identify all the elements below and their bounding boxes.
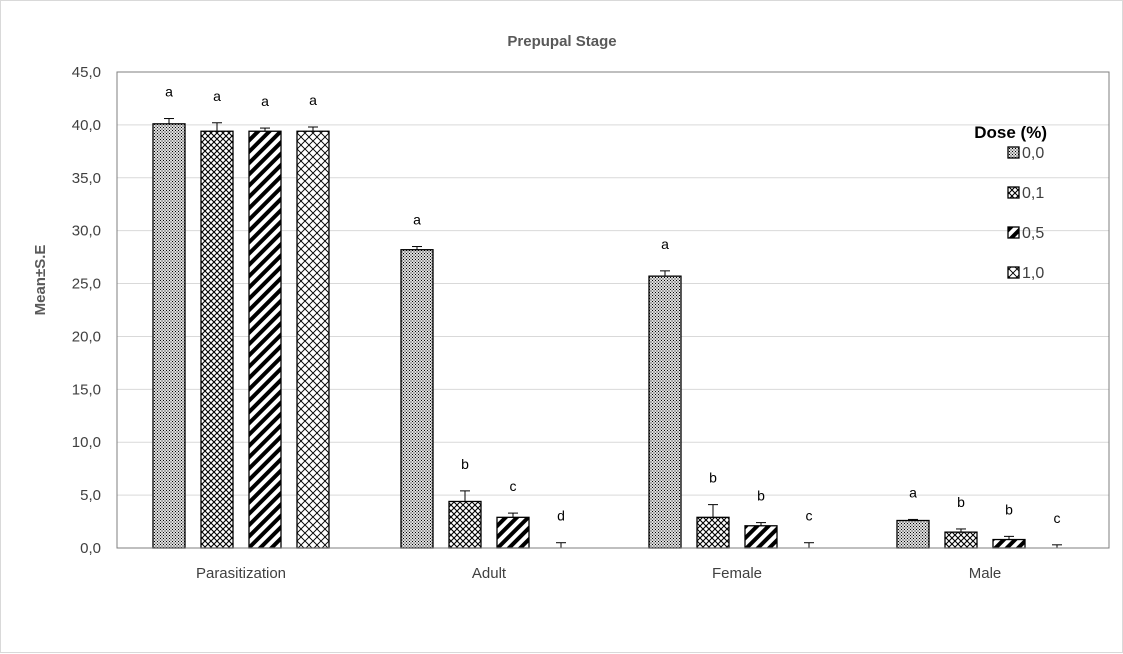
legend-swatch bbox=[1007, 146, 1020, 159]
y-axis-ticks: 0,0 5,0 10,0 15,0 20,0 25,0 30,0 35,0 40,0 45,0 bbox=[72, 64, 101, 557]
bar bbox=[400, 249, 434, 549]
significance-letter: b bbox=[461, 456, 469, 472]
significance-letter: c bbox=[1054, 510, 1061, 526]
bar bbox=[496, 516, 530, 549]
bar bbox=[448, 500, 482, 549]
significance-letter: b bbox=[957, 494, 965, 510]
legend-swatch bbox=[1007, 266, 1020, 279]
legend-title: Dose (%) bbox=[974, 123, 1047, 142]
significance-letter: b bbox=[1005, 501, 1013, 517]
y-tick-label: 15,0 bbox=[72, 381, 101, 398]
legend: 0,0 0,1 0,5 1,0 bbox=[1007, 145, 1044, 282]
bar bbox=[200, 130, 234, 549]
bar bbox=[944, 531, 978, 549]
significance-letter: c bbox=[806, 508, 813, 524]
chart-title: Prepupal Stage bbox=[507, 33, 616, 50]
significance-letter: a bbox=[213, 88, 221, 104]
x-tick-label: Female bbox=[712, 565, 762, 582]
bar bbox=[248, 130, 282, 549]
x-tick-label: Male bbox=[969, 565, 1002, 582]
legend-entry-label: 1,0 bbox=[1022, 265, 1044, 282]
y-tick-label: 35,0 bbox=[72, 170, 101, 187]
significance-letter: b bbox=[709, 470, 717, 486]
bar bbox=[648, 275, 682, 549]
bar bbox=[896, 519, 930, 549]
bar bbox=[296, 130, 330, 549]
significance-letter: a bbox=[261, 93, 269, 109]
y-tick-label: 5,0 bbox=[80, 487, 101, 504]
bars: a a a a a b c d a b b c a b b c bbox=[152, 84, 1062, 549]
y-tick-label: 30,0 bbox=[72, 223, 101, 240]
y-tick-label: 40,0 bbox=[72, 117, 101, 134]
bar bbox=[744, 525, 778, 549]
significance-letter: a bbox=[309, 92, 317, 108]
significance-letter: d bbox=[557, 508, 565, 524]
legend-entry-label: 0,0 bbox=[1022, 145, 1044, 162]
bar bbox=[992, 538, 1026, 549]
bar bbox=[152, 123, 186, 549]
plot-area-border bbox=[116, 71, 1110, 549]
x-tick-label: Parasitization bbox=[196, 565, 286, 582]
legend-swatch bbox=[1007, 226, 1020, 239]
y-tick-label: 20,0 bbox=[72, 328, 101, 345]
y-tick-label: 0,0 bbox=[80, 540, 101, 557]
gridlines bbox=[117, 124, 1109, 496]
x-axis-ticks: Parasitization Adult Female Male bbox=[196, 565, 1001, 582]
significance-letter: b bbox=[757, 488, 765, 504]
legend-entry-label: 0,5 bbox=[1022, 225, 1044, 242]
legend-swatch bbox=[1007, 186, 1020, 199]
y-axis-label: Mean±S.E bbox=[32, 245, 49, 316]
legend-entry-label: 0,1 bbox=[1022, 185, 1044, 202]
y-tick-label: 45,0 bbox=[72, 64, 101, 81]
significance-letter: a bbox=[909, 484, 917, 500]
y-tick-label: 10,0 bbox=[72, 434, 101, 451]
significance-letter: a bbox=[165, 84, 173, 100]
y-tick-label: 25,0 bbox=[72, 276, 101, 293]
bar bbox=[696, 516, 730, 549]
x-tick-label: Adult bbox=[472, 565, 507, 582]
significance-letter: a bbox=[413, 212, 421, 228]
significance-letter: c bbox=[510, 478, 517, 494]
significance-letter: a bbox=[661, 236, 669, 252]
